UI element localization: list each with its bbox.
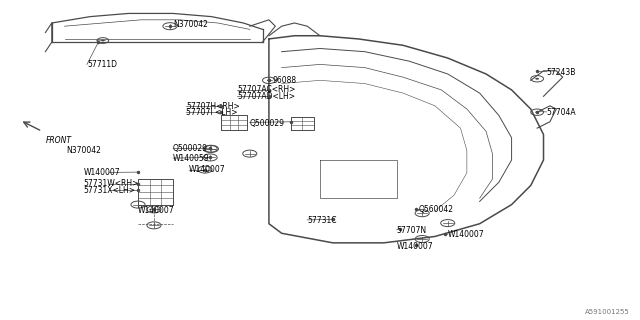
Text: Q560042: Q560042 [419, 205, 454, 214]
Text: 57243B: 57243B [547, 68, 576, 77]
Text: W140007: W140007 [448, 230, 484, 239]
Text: W140007: W140007 [84, 168, 120, 177]
Circle shape [267, 79, 271, 81]
Text: W140007: W140007 [138, 206, 175, 215]
Text: W140059: W140059 [173, 154, 210, 163]
Text: 57704A: 57704A [547, 108, 577, 117]
Text: 57731W<RH>: 57731W<RH> [84, 180, 139, 188]
Text: 57731C: 57731C [307, 216, 337, 225]
Text: 57707AC<RH>: 57707AC<RH> [237, 85, 295, 94]
Text: N370042: N370042 [173, 20, 208, 29]
Text: 57707AD<LH>: 57707AD<LH> [237, 92, 295, 101]
Text: 57731X<LH>: 57731X<LH> [84, 186, 136, 195]
Circle shape [101, 40, 104, 41]
Text: N370042: N370042 [66, 146, 100, 155]
Text: 57707H<RH>: 57707H<RH> [186, 102, 239, 111]
Circle shape [535, 111, 539, 113]
Text: W140007: W140007 [189, 165, 226, 174]
Text: 57711D: 57711D [87, 60, 117, 69]
Text: FRONT: FRONT [45, 136, 72, 145]
Text: W140007: W140007 [397, 242, 433, 251]
Text: Q500029: Q500029 [173, 144, 208, 153]
Text: A591001255: A591001255 [585, 308, 630, 315]
Text: Q500029: Q500029 [250, 119, 285, 128]
Text: 57707I <LH>: 57707I <LH> [186, 108, 237, 117]
Text: 57707N: 57707N [397, 226, 427, 235]
Text: 96088: 96088 [272, 76, 296, 85]
Circle shape [535, 78, 539, 80]
